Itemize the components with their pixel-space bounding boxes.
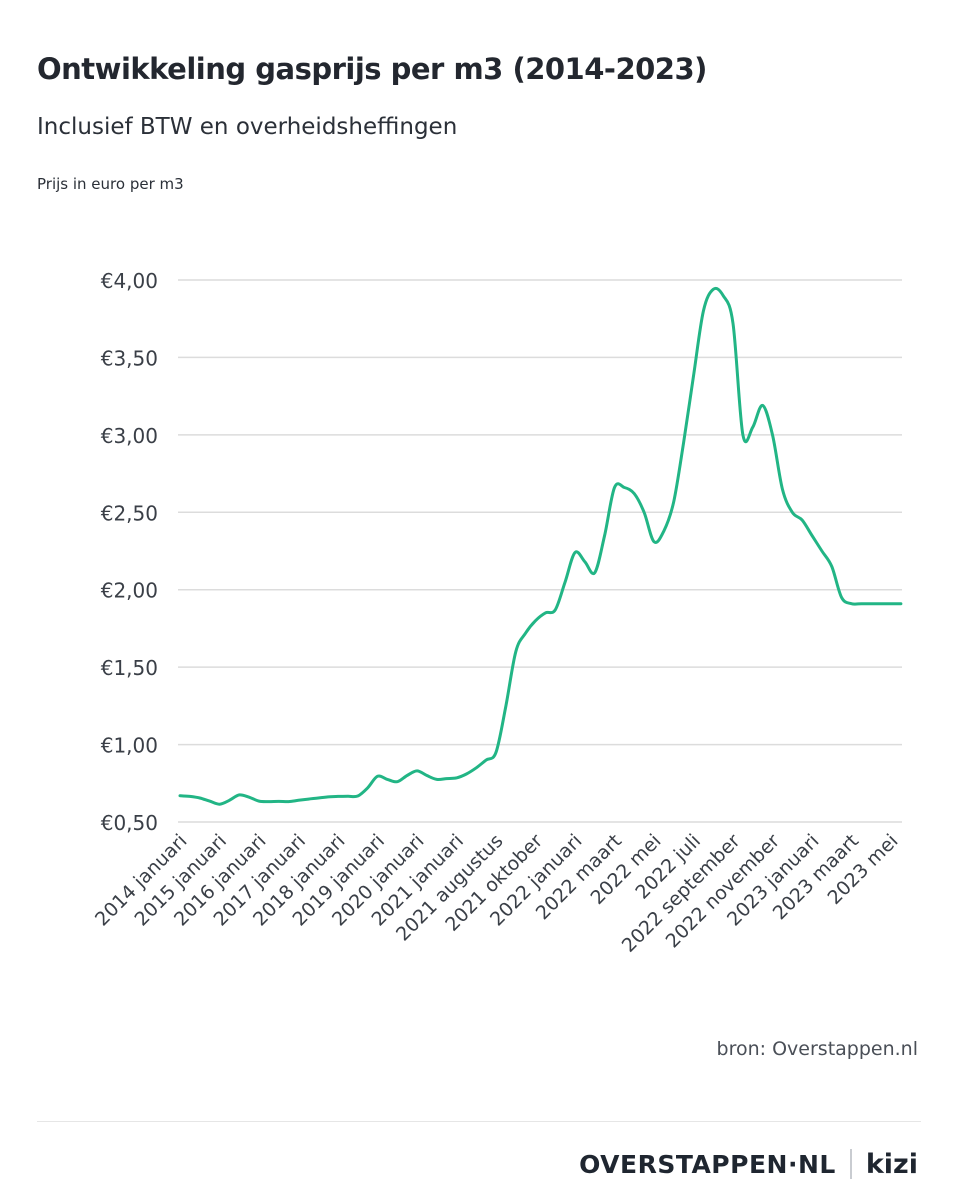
kizi-logo: kizi — [865, 1148, 918, 1180]
source-note: bron: Overstappen.nl — [716, 1038, 918, 1060]
footer-logos: OVERSTAPPEN·NL kizi — [579, 1146, 918, 1182]
y-tick-label: €1,00 — [101, 734, 158, 758]
y-tick-label: €2,00 — [101, 579, 158, 603]
series-layer — [178, 286, 903, 806]
chart-title: Ontwikkeling gasprijs per m3 (2014-2023) — [37, 52, 707, 86]
y-tick-label: €3,50 — [101, 346, 158, 370]
y-tick-label: €4,00 — [101, 269, 158, 293]
y-tick-label: €0,50 — [101, 811, 158, 835]
footer-divider — [37, 1121, 921, 1122]
y-tick-label: €1,50 — [101, 656, 158, 680]
logo-separator — [849, 1149, 852, 1179]
chart-subtitle: Inclusief BTW en overheidsheffingen — [37, 114, 458, 140]
overstappen-logo: OVERSTAPPEN·NL — [579, 1149, 836, 1179]
y-tick-label: €2,50 — [101, 501, 158, 525]
y-tick-label: €3,00 — [101, 424, 158, 448]
gridlines — [178, 279, 902, 823]
y-axis-unit-label: Prijs in euro per m3 — [37, 175, 184, 193]
series-line — [178, 286, 903, 806]
y-axis-ticks: €0,50 €1,00 €1,50 €2,00 €2,50 €3,00 €3,50 €4,00 — [101, 269, 158, 835]
line-chart: €0,50 €1,00 €1,50 €2,00 €2,50 €3,00 €3,50 €4,00… — [91, 269, 903, 957]
